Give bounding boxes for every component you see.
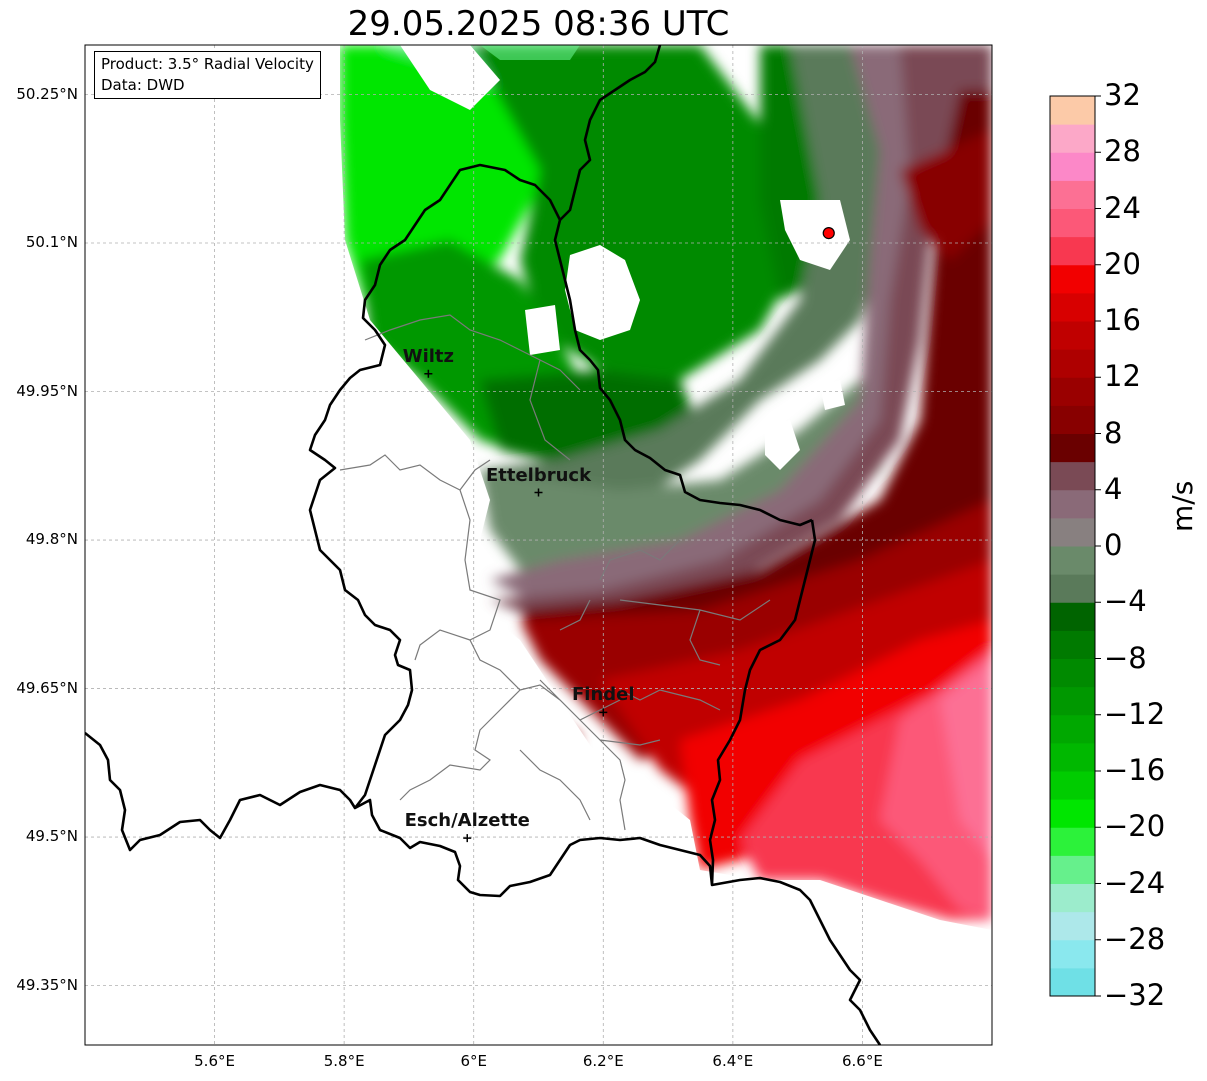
- data-source-label: Data: DWD: [101, 76, 185, 94]
- canton-boundaries: [339, 314, 771, 831]
- colorbar-tick-label: 16: [1104, 303, 1141, 337]
- city-marker: [424, 369, 433, 378]
- colorbar-segment: [1050, 827, 1095, 856]
- city-marker: [534, 488, 543, 497]
- colorbar-segment: [1050, 602, 1095, 631]
- colorbar-tick-label: −28: [1104, 921, 1166, 956]
- city-label: Wiltz: [402, 345, 454, 367]
- colorbar-segment: [1050, 517, 1095, 547]
- x-tick-label: 6.4°E: [712, 1052, 754, 1070]
- colorbar-tick-label: 32: [1104, 78, 1141, 112]
- city-label: Ettelbruck: [485, 464, 592, 486]
- radar-velocity-field: [85, 45, 992, 1045]
- city-markers: [424, 369, 608, 843]
- map-title: 29.05.2025 08:36 UTC: [347, 4, 730, 44]
- colorbar-segment: [1050, 967, 1095, 997]
- y-tick-label: 49.35°N: [16, 975, 78, 994]
- y-tick-label: 49.8°N: [25, 530, 78, 549]
- radar-site-marker: [822, 227, 835, 240]
- colorbar-tick-label: 8: [1104, 415, 1123, 450]
- colorbar-segment: [1050, 546, 1095, 575]
- x-tick-label: 5.6°E: [194, 1052, 235, 1070]
- colorbar-segment: [1050, 264, 1095, 294]
- colorbar-segment: [1050, 771, 1095, 800]
- colorbar-segment: [1050, 124, 1095, 153]
- colorbar-segment: [1050, 686, 1095, 716]
- map-frame: [84, 44, 993, 1046]
- colorbar-segment: [1050, 236, 1095, 266]
- colorbar-segment: [1050, 855, 1095, 884]
- colorbar: [1050, 95, 1101, 997]
- y-tick-label: 49.95°N: [16, 381, 78, 400]
- colorbar-segment: [1050, 152, 1095, 181]
- colorbar-segment: [1050, 180, 1095, 209]
- y-tick-label: 49.5°N: [25, 827, 78, 846]
- colorbar-unit-label: m/s: [1166, 480, 1199, 532]
- x-tick-label: 6.6°E: [842, 1052, 883, 1070]
- colorbar-segment: [1050, 714, 1095, 744]
- colorbar-segment: [1050, 292, 1095, 322]
- borders: [85, 45, 882, 1045]
- colorbar-segment: [1050, 405, 1095, 434]
- country-border: [85, 45, 882, 1045]
- colorbar-tick-label: 20: [1104, 246, 1141, 281]
- colorbar-segment: [1050, 883, 1095, 913]
- colorbar-segment: [1050, 321, 1095, 350]
- colorbar-segment: [1050, 742, 1095, 772]
- colorbar-segment: [1050, 911, 1095, 941]
- colorbar-tick-label: 28: [1104, 134, 1141, 169]
- colorbar-segment: [1050, 489, 1095, 519]
- city-label: Findel: [572, 684, 635, 706]
- colorbar-tick-label: 24: [1104, 190, 1141, 225]
- product-label: Product: 3.5° Radial Velocity: [101, 55, 314, 73]
- y-tick-label: 50.25°N: [16, 84, 78, 103]
- colorbar-segment: [1050, 461, 1095, 491]
- colorbar-tick-label: −32: [1104, 978, 1166, 1012]
- colorbar-tick-label: −20: [1104, 809, 1166, 844]
- colorbar-segment: [1050, 96, 1095, 125]
- x-tick-label: 6°E: [460, 1052, 487, 1070]
- colorbar-frame: [1049, 95, 1096, 997]
- city-marker: [599, 708, 608, 717]
- colorbar-segment: [1050, 574, 1095, 603]
- colorbar-tick-label: −8: [1104, 640, 1147, 675]
- colorbar-segment: [1050, 377, 1095, 406]
- product-info-box: Product: 3.5° Radial Velocity Data: DWD: [94, 51, 321, 99]
- colorbar-segment: [1050, 799, 1095, 828]
- colorbar-tick-label: −16: [1104, 753, 1166, 787]
- city-label: Esch/Alzette: [404, 810, 530, 832]
- colorbar-tick-label: −4: [1104, 584, 1147, 619]
- colorbar-segment: [1050, 939, 1095, 969]
- colorbar-segment: [1050, 349, 1095, 378]
- colorbar-tick-label: 12: [1104, 359, 1141, 394]
- colorbar-segment: [1050, 208, 1095, 238]
- x-tick-label: 6.2°E: [582, 1052, 624, 1070]
- colorbar-segment: [1050, 630, 1095, 659]
- y-tick-label: 50.1°N: [25, 233, 78, 252]
- colorbar-tick-label: −24: [1104, 865, 1166, 900]
- y-tick-label: 49.65°N: [16, 678, 78, 697]
- x-tick-label: 5.8°E: [323, 1052, 365, 1070]
- colorbar-tick-label: −12: [1104, 696, 1166, 731]
- colorbar-tick-label: 0: [1104, 528, 1123, 562]
- colorbar-segment: [1050, 433, 1095, 463]
- colorbar-tick-label: 4: [1104, 471, 1123, 506]
- colorbar-segment: [1050, 658, 1095, 688]
- city-marker: [463, 834, 472, 843]
